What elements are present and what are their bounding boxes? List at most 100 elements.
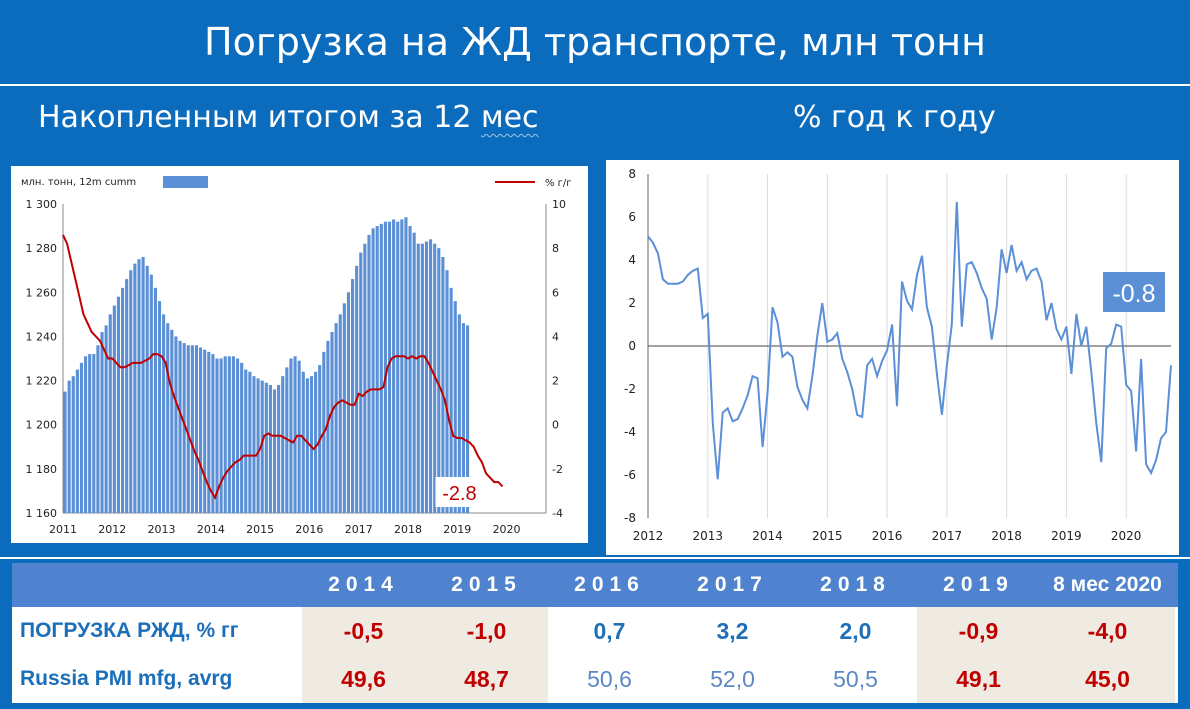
- chart-bar: [355, 265, 359, 513]
- chart-bar: [330, 332, 334, 513]
- chart-bar: [272, 389, 277, 513]
- chart-bar: [145, 265, 149, 513]
- right-axis-tick-label: 10: [552, 198, 566, 211]
- row-label-rzd: ПОГРУЗКА РЖД, % гг: [20, 619, 239, 642]
- chart-bar: [342, 303, 346, 513]
- chart-bar: [441, 256, 445, 513]
- cell-rzd-2015: -1,0: [425, 607, 548, 655]
- chart-bar: [141, 256, 145, 513]
- x-axis-tick-label: 2018: [991, 529, 1022, 543]
- left-axis-tick-label: 1 220: [26, 375, 58, 388]
- chart-bar: [194, 345, 199, 513]
- chart-bar: [211, 354, 215, 513]
- y-axis-tick-label: -8: [624, 511, 636, 525]
- title-bar: Погрузка на ЖД транспорте, млн тонн: [0, 0, 1190, 86]
- right-axis-tick-label: -2: [552, 463, 563, 476]
- chart-bar: [359, 252, 363, 514]
- x-axis-tick-label: 2019: [443, 523, 471, 536]
- chart-bar: [235, 358, 240, 513]
- cell-pmi-2019: 49,1: [917, 655, 1040, 703]
- legend-bar-label: млн. тонн, 12m cumm: [21, 177, 136, 188]
- chart-bar: [129, 270, 133, 513]
- chart-bar: [71, 376, 75, 513]
- x-axis-tick-label: 2013: [692, 529, 723, 543]
- chart-bar: [125, 279, 129, 513]
- cell-rzd-2016: 0,7: [548, 607, 671, 655]
- x-axis-tick-label: 2020: [1111, 529, 1142, 543]
- chart-bar: [363, 243, 367, 513]
- chart-bar: [223, 356, 227, 513]
- chart-bar: [88, 354, 92, 513]
- chart-bar: [383, 221, 387, 513]
- chart-bar: [293, 356, 297, 513]
- chart-bar: [412, 232, 416, 513]
- chart-bar: [453, 301, 457, 513]
- chart-bar: [379, 223, 383, 513]
- divider-line: [0, 557, 1190, 559]
- left-axis-tick-label: 1 300: [26, 198, 58, 211]
- chart-bar: [104, 325, 108, 513]
- right-chart-panel: 2012 2013 2014 2015 2016 2017 2018 2019 2020 -8 -6…: [606, 160, 1179, 555]
- chart-bar: [371, 228, 375, 513]
- x-axis-tick-label: 2015: [812, 529, 843, 543]
- chart-bar: [256, 378, 260, 513]
- chart-bar: [314, 371, 318, 513]
- y-axis-tick-label: 2: [628, 296, 636, 310]
- cell-rzd-2014: -0,5: [302, 607, 425, 655]
- cumulative-loading-chart: млн. тонн, 12m cumm % г/г 1 160 1 180 1 200 1…: [21, 176, 572, 536]
- left-axis-tick-label: 1 200: [26, 419, 58, 432]
- table-header-2016: 2016: [574, 573, 645, 596]
- chart-bar: [309, 376, 314, 513]
- x-axis-tick-label: 2012: [98, 523, 126, 536]
- right-axis-tick-label: 6: [552, 286, 559, 299]
- chart-bar: [260, 380, 264, 513]
- cell-rzd-2019: -0,9: [917, 607, 1040, 655]
- yoy-line-series: [62, 234, 504, 500]
- table-header-2018: 2018: [820, 573, 891, 596]
- x-axis-tick-label: 2011: [49, 523, 77, 536]
- y-axis-tick-label: 6: [628, 210, 636, 224]
- left-axis-tick-label: 1 180: [26, 463, 58, 476]
- right-chart-subtitle: % год к году: [793, 100, 996, 135]
- legend-bar-swatch: [163, 176, 208, 188]
- x-axis-tick-label: 2020: [493, 523, 521, 536]
- table-corner-cell: [12, 563, 302, 607]
- x-axis-tick-label: 2018: [394, 523, 422, 536]
- left-axis-tick-label: 1 260: [26, 286, 58, 299]
- left-subtitle-underlined-word: мес: [480, 100, 539, 135]
- chart-bar: [137, 259, 141, 513]
- x-axis-tick-label: 2017: [932, 529, 963, 543]
- cell-rzd-2017: 3,2: [671, 607, 794, 655]
- chart-bar: [149, 274, 153, 513]
- left-chart-panel: млн. тонн, 12m cumm % г/г 1 160 1 180 1 200 1…: [11, 166, 588, 543]
- chart-bar: [264, 382, 268, 513]
- y-axis-tick-label: 4: [628, 253, 636, 267]
- y-axis-tick-label: -2: [624, 382, 636, 396]
- chart-bar: [334, 323, 338, 513]
- cell-pmi-2014: 49,6: [302, 655, 425, 703]
- chart-bar: [305, 378, 309, 513]
- chart-bar: [437, 248, 441, 513]
- chart-bar: [190, 345, 194, 513]
- table-header-2015: 2015: [451, 573, 522, 596]
- annotation-box: [1103, 272, 1165, 312]
- annotation-box: [435, 477, 484, 507]
- chart-bar: [400, 219, 404, 513]
- x-axis-tick-label: 2016: [872, 529, 903, 543]
- left-axis-tick-label: 1 160: [26, 507, 58, 520]
- x-axis-tick-label: 2019: [1051, 529, 1082, 543]
- chart-bar: [215, 358, 219, 513]
- chart-bar: [108, 314, 112, 513]
- chart-bar: [465, 325, 470, 513]
- chart-bar: [301, 371, 305, 513]
- chart-bar: [100, 332, 104, 513]
- chart-bar: [153, 287, 157, 513]
- x-axis-tick-label: 2013: [148, 523, 176, 536]
- chart-bar: [207, 351, 211, 513]
- table-header-2014: 2014: [328, 573, 399, 596]
- chart-bar: [281, 376, 285, 513]
- chart-bar: [112, 305, 116, 513]
- chart-bar: [199, 347, 203, 513]
- chart-bar: [157, 301, 162, 513]
- chart-bar: [404, 217, 408, 513]
